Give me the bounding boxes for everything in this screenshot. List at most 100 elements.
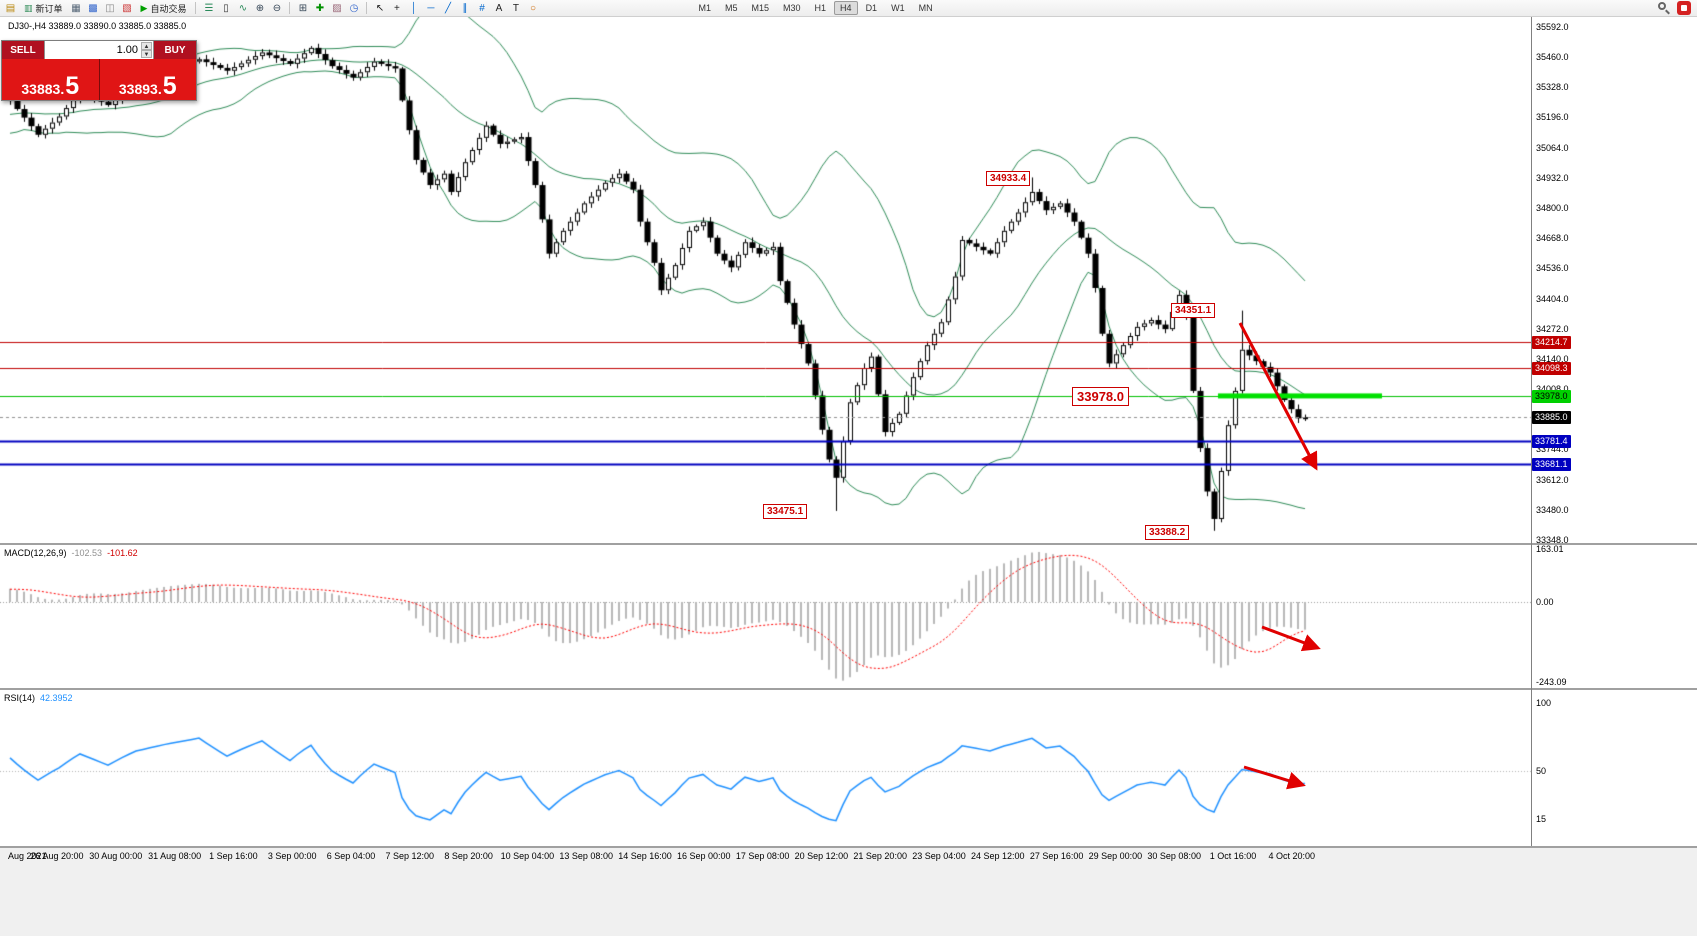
toolbar-separator xyxy=(289,2,291,14)
timeframe-m15[interactable]: M15 xyxy=(751,3,770,13)
price-axis-border xyxy=(1531,17,1532,846)
candlestick-chart-icon[interactable]: ▯ xyxy=(223,2,229,14)
macd-title: MACD(12,26,9) xyxy=(4,548,67,558)
time-axis-label: 29 Sep 00:00 xyxy=(1088,851,1143,861)
time-axis-label: 1 Oct 16:00 xyxy=(1209,851,1257,861)
label-icon[interactable]: T xyxy=(512,2,520,14)
volume-spinner: ▲ ▼ xyxy=(141,42,152,58)
time-axis-label: 23 Sep 04:00 xyxy=(912,851,966,861)
time-axis-label: 3 Sep 00:00 xyxy=(267,851,317,861)
timeframe-m5[interactable]: M5 xyxy=(724,3,738,13)
toolbar-separator xyxy=(366,2,368,14)
time-axis[interactable]: Aug 2021 26 Aug 20:00 30 Aug 00:00 31 Aug 0… xyxy=(0,848,1697,936)
time-axis-label: 30 Aug 00:00 xyxy=(89,851,143,861)
time-axis-label: 27 Sep 16:00 xyxy=(1029,851,1084,861)
search-icon[interactable] xyxy=(1657,1,1671,15)
zoom-out-icon[interactable]: ⊖ xyxy=(272,2,282,14)
timeframe-m1[interactable]: M1 xyxy=(698,3,711,13)
horizontal-line-icon[interactable]: ─ xyxy=(427,2,435,14)
rsi-timeaxis-separator xyxy=(0,846,1697,848)
chart-symbol-ohlc-label: DJ30-,H4 33889.0 33890.0 33885.0 33885.0 xyxy=(8,21,187,31)
bar-chart-icon[interactable]: ☰ xyxy=(204,2,214,14)
buy-price-big-digit: 5 xyxy=(162,71,177,100)
timeframe-mn[interactable]: MN xyxy=(918,3,933,13)
shapes-icon[interactable]: ○ xyxy=(529,2,536,14)
notification-badge[interactable] xyxy=(1677,1,1691,15)
buy-price-dot: . xyxy=(157,80,162,97)
timeframe-h1[interactable]: H1 xyxy=(814,3,827,13)
profiles-icon[interactable]: ▦ xyxy=(71,2,81,14)
auto-trading-button[interactable]: ▶ 自动交易 xyxy=(136,1,192,16)
trendline-icon[interactable]: ╱ xyxy=(444,2,451,14)
price-callout[interactable]: 33978.0 xyxy=(1072,387,1129,406)
macd-rsi-separator[interactable] xyxy=(0,688,1697,690)
volume-down-arrow[interactable]: ▼ xyxy=(141,50,152,58)
rsi-indicator-label: RSI(14) 42.3952 xyxy=(4,693,73,703)
time-axis-label: 1 Sep 16:00 xyxy=(209,851,258,861)
auto-trading-icon: ▶ xyxy=(140,2,148,13)
timeframe-d1[interactable]: D1 xyxy=(865,3,878,13)
time-axis-label: 10 Sep 04:00 xyxy=(500,851,555,861)
volume-up-arrow[interactable]: ▲ xyxy=(141,42,152,50)
time-axis-label: 17 Sep 08:00 xyxy=(735,851,790,861)
tile-windows-icon[interactable]: ⊞ xyxy=(298,2,308,14)
volume-value: 1.00 xyxy=(116,44,138,56)
data-window-icon[interactable]: ◫ xyxy=(105,2,115,14)
price-callout[interactable]: 33475.1 xyxy=(763,504,808,519)
macd-value-main: -102.53 xyxy=(71,548,103,558)
rsi-title: RSI(14) xyxy=(4,693,36,703)
templates-icon[interactable]: ▨ xyxy=(332,2,342,14)
indicators-icon[interactable]: ✚ xyxy=(315,2,325,14)
macd-panel-canvas[interactable] xyxy=(0,545,1531,688)
time-axis-label: Aug 2021 xyxy=(8,851,47,861)
zoom-in-icon[interactable]: ⊕ xyxy=(255,2,265,14)
timeframe-w1[interactable]: W1 xyxy=(891,3,905,13)
main-chart-canvas[interactable] xyxy=(0,17,1531,543)
main-macd-separator[interactable] xyxy=(0,543,1697,545)
new-order-button[interactable]: ▥ 新订单 xyxy=(19,1,68,16)
clock-icon[interactable]: ◷ xyxy=(349,2,359,14)
sell-price-button[interactable]: 33883. 5 xyxy=(2,59,99,100)
navigator-icon[interactable]: ▧ xyxy=(122,2,132,14)
toolbar-separator xyxy=(195,2,197,14)
price-callout[interactable]: 34933.4 xyxy=(986,171,1031,186)
vertical-line-icon[interactable]: │ xyxy=(410,2,418,14)
time-axis-label: 21 Sep 20:00 xyxy=(853,851,907,861)
time-axis-label: 20 Sep 12:00 xyxy=(794,851,849,861)
price-axis[interactable] xyxy=(1531,17,1697,846)
time-axis-label: 13 Sep 08:00 xyxy=(559,851,613,861)
time-axis-label: 16 Sep 00:00 xyxy=(677,851,731,861)
rsi-panel-canvas[interactable] xyxy=(0,690,1531,846)
price-callout[interactable]: 33388.2 xyxy=(1145,525,1190,540)
volume-field[interactable]: 1.00 ▲ ▼ xyxy=(44,41,154,59)
auto-trading-button-label: 自动交易 xyxy=(150,3,187,14)
macd-indicator-label: MACD(12,26,9) -102.53 -101.62 xyxy=(4,548,138,558)
price-callout[interactable]: 34351.1 xyxy=(1171,303,1216,318)
time-axis-label: 6 Sep 04:00 xyxy=(326,851,376,861)
fibonacci-icon[interactable]: # xyxy=(479,2,485,14)
sell-button[interactable]: SELL xyxy=(2,41,44,59)
one-click-top-row: SELL 1.00 ▲ ▼ BUY xyxy=(2,41,196,59)
time-axis-label: 30 Sep 08:00 xyxy=(1147,851,1201,861)
buy-price-main: 33893 xyxy=(118,80,158,97)
market-watch-icon[interactable]: ▩ xyxy=(88,2,98,14)
time-axis-label: 14 Sep 16:00 xyxy=(618,851,672,861)
channel-icon[interactable]: ∥ xyxy=(462,2,468,14)
sell-price-big-digit: 5 xyxy=(65,71,80,100)
text-icon[interactable]: A xyxy=(495,2,503,14)
sell-price-main: 33883 xyxy=(21,80,61,97)
line-chart-icon[interactable]: ∿ xyxy=(238,2,248,14)
buy-button[interactable]: BUY xyxy=(154,41,196,59)
buy-price-button[interactable]: 33893. 5 xyxy=(99,59,196,100)
new-order-button-label: 新订单 xyxy=(35,3,63,14)
macd-value-signal: -101.62 xyxy=(107,548,138,558)
timeframe-m30[interactable]: M30 xyxy=(783,3,801,13)
new-chart-icon[interactable]: ▤ xyxy=(5,2,16,14)
crosshair-icon[interactable]: + xyxy=(394,2,400,14)
cursor-icon[interactable]: ↖ xyxy=(375,2,385,14)
rsi-value: 42.3952 xyxy=(40,693,73,703)
sell-price-dot: . xyxy=(60,80,65,97)
timeframe-h4[interactable]: H4 xyxy=(834,1,858,15)
